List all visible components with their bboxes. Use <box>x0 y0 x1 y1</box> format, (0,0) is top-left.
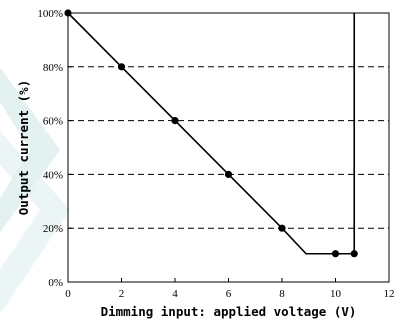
x-tick-label: 8 <box>279 288 285 300</box>
y-tick-label: 80% <box>43 62 63 74</box>
data-point <box>331 250 340 258</box>
tick-labels: 0 2 4 6 8 10 12 0% 20% 40% 60% 80% 100% <box>37 8 394 300</box>
y-tick-label: 60% <box>43 116 63 128</box>
data-point <box>117 63 126 71</box>
grid <box>68 66 389 229</box>
tick-marks <box>67 12 390 283</box>
series <box>64 9 358 258</box>
data-point <box>224 170 233 178</box>
data-point <box>171 117 179 125</box>
x-tick-label: 6 <box>226 288 232 300</box>
data-point <box>278 224 286 232</box>
x-tick-label: 10 <box>330 288 342 300</box>
x-tick-label: 2 <box>119 288 125 300</box>
y-axis-title: Output current (%) <box>16 80 31 215</box>
x-axis-title: Dimming input: applied voltage (V) <box>101 304 357 319</box>
y-tick-label: 100% <box>37 8 63 20</box>
y-tick-label: 40% <box>43 169 63 181</box>
watermark-chevron <box>0 67 60 233</box>
x-tick-label: 4 <box>172 288 178 300</box>
plot-frame <box>67 12 390 283</box>
watermark-chevron <box>0 131 70 315</box>
y-tick-label: 20% <box>43 223 63 235</box>
x-tick-label: 0 <box>65 288 71 300</box>
y-tick-label: 0% <box>48 277 63 289</box>
series-line <box>67 12 356 255</box>
watermark <box>0 67 70 315</box>
x-tick-label: 12 <box>384 288 395 300</box>
data-point <box>350 250 358 258</box>
